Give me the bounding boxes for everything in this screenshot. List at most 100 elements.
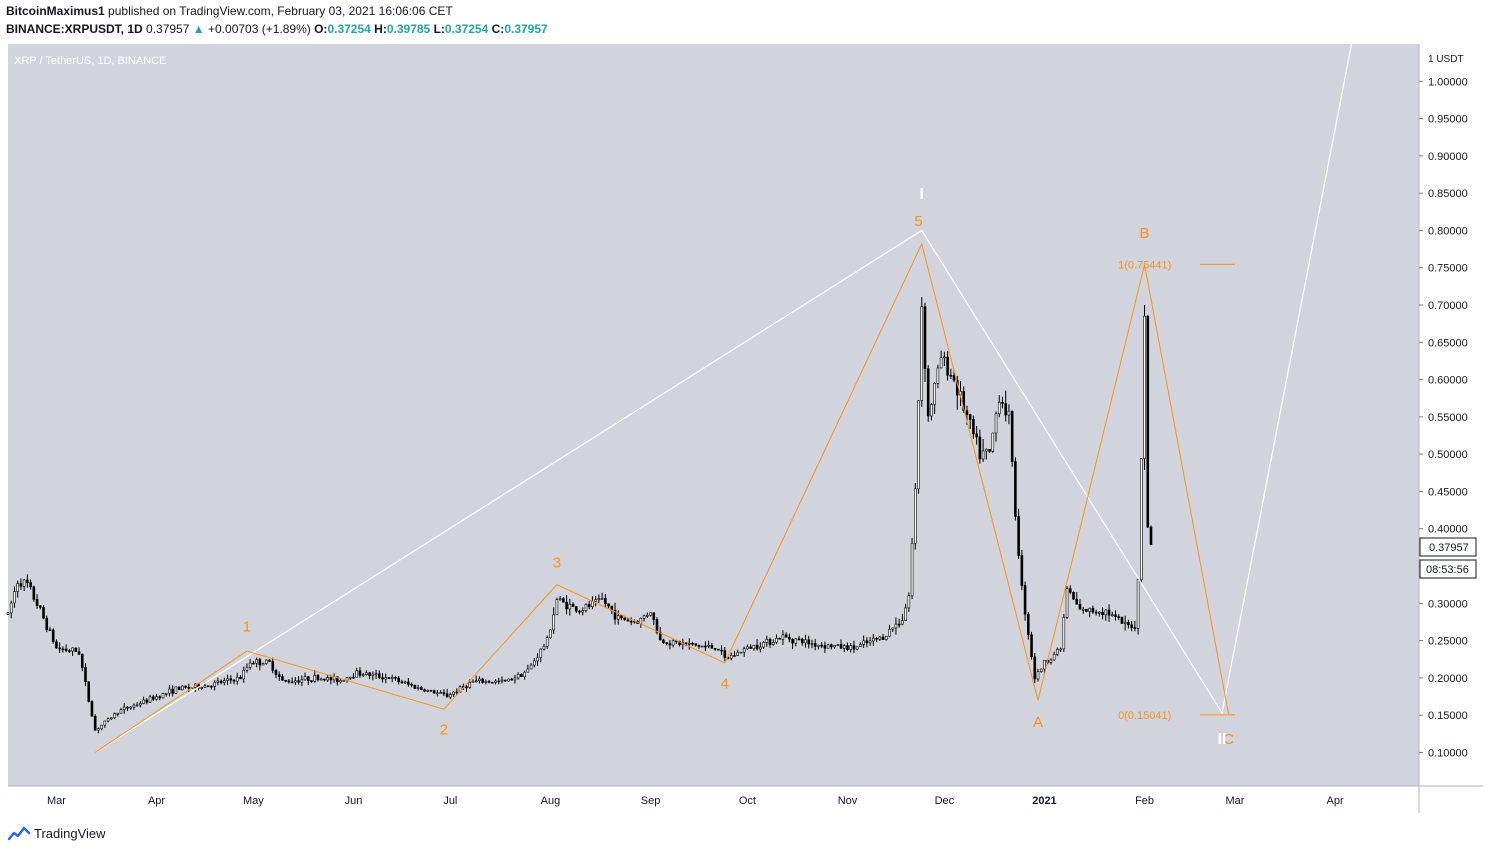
candle-up <box>339 680 342 683</box>
candle <box>265 659 268 665</box>
candle <box>410 682 413 688</box>
candle <box>671 638 675 648</box>
candle <box>1030 631 1033 660</box>
candle-up <box>994 413 998 434</box>
candle <box>1004 390 1008 422</box>
candle-up <box>326 677 329 681</box>
candle-down <box>378 673 381 678</box>
candle <box>284 679 287 683</box>
candle <box>549 628 552 639</box>
candle <box>804 634 807 648</box>
candle <box>281 673 284 681</box>
candle-up <box>1052 653 1056 661</box>
candle-up <box>403 681 407 684</box>
brand-name[interactable]: TradingView <box>34 825 106 841</box>
candle-up <box>771 641 775 645</box>
author-name[interactable]: BitcoinMaximus1 <box>6 4 105 18</box>
fib-level-label: 1(0.75441) <box>1118 259 1171 271</box>
candle-up <box>265 659 268 664</box>
candle <box>1117 614 1121 621</box>
candle <box>403 680 407 685</box>
candle-down <box>352 676 355 679</box>
candle-up <box>494 680 497 683</box>
candle-down <box>413 685 417 689</box>
candle-down <box>797 638 801 641</box>
candle <box>836 644 840 647</box>
candle <box>626 617 630 622</box>
candle-down <box>74 647 78 652</box>
candle-up <box>549 629 552 638</box>
candle-up <box>594 599 597 602</box>
candle <box>749 644 752 649</box>
candle-up <box>781 634 785 640</box>
time-axis[interactable] <box>8 786 1419 813</box>
y-tick-label: 0.60000 <box>1428 375 1468 387</box>
price-axis[interactable] <box>1419 44 1483 786</box>
candle-up <box>365 672 368 675</box>
candle <box>917 400 920 494</box>
candle <box>923 302 927 383</box>
candle <box>381 673 384 683</box>
candle <box>1065 586 1069 620</box>
candle-up <box>255 659 258 664</box>
x-tick-label: Dec <box>935 795 955 807</box>
candle-down <box>329 677 333 681</box>
candle <box>991 432 995 453</box>
candle <box>423 688 426 693</box>
tradingview-logo-icon[interactable] <box>8 824 30 842</box>
candle-up <box>742 648 746 653</box>
candle <box>778 637 781 640</box>
candle <box>407 678 410 687</box>
candle <box>229 675 233 684</box>
candle <box>142 696 145 705</box>
x-tick-label: Aug <box>541 795 561 807</box>
candle <box>271 657 275 674</box>
candle-up <box>884 635 888 640</box>
candle <box>562 597 565 603</box>
publish-line: BitcoinMaximus1 published on TradingView… <box>6 4 548 18</box>
last-price: 0.37957 <box>146 22 190 36</box>
candle-up <box>216 680 220 683</box>
x-tick-label: Mar <box>47 795 66 807</box>
candle <box>348 676 352 680</box>
candle <box>432 689 436 694</box>
candle-down <box>962 391 966 412</box>
candle <box>342 680 346 682</box>
candle-down <box>830 644 833 648</box>
candle <box>110 717 113 720</box>
candle <box>1091 605 1095 614</box>
candle <box>1007 404 1011 425</box>
candle <box>361 672 365 678</box>
candle <box>1143 304 1146 470</box>
candle-up <box>752 644 756 649</box>
candle-down <box>80 653 84 668</box>
candle-down <box>316 675 320 681</box>
candle <box>1017 508 1020 559</box>
candle <box>652 612 656 626</box>
candle <box>394 676 397 681</box>
candle <box>584 603 588 613</box>
candle-up <box>471 680 475 683</box>
x-tick-label: Jun <box>345 795 363 807</box>
candle <box>97 727 100 734</box>
candle <box>235 672 239 685</box>
candle-up <box>235 676 239 682</box>
candle <box>258 657 262 671</box>
candle <box>933 382 936 415</box>
plot-area[interactable] <box>8 44 1419 786</box>
current-price-label: 0.37957 <box>1429 542 1469 554</box>
candle <box>200 686 204 690</box>
candle <box>384 673 388 684</box>
candle <box>723 647 727 662</box>
candle <box>807 635 811 649</box>
y-tick-label: 0.90000 <box>1428 151 1468 163</box>
candle <box>842 644 846 652</box>
candle <box>374 669 378 680</box>
candle-down <box>678 640 681 645</box>
candle-up <box>132 704 136 708</box>
candle <box>868 637 872 646</box>
candle-up <box>597 598 601 601</box>
candle <box>48 626 52 632</box>
candle <box>720 645 723 655</box>
